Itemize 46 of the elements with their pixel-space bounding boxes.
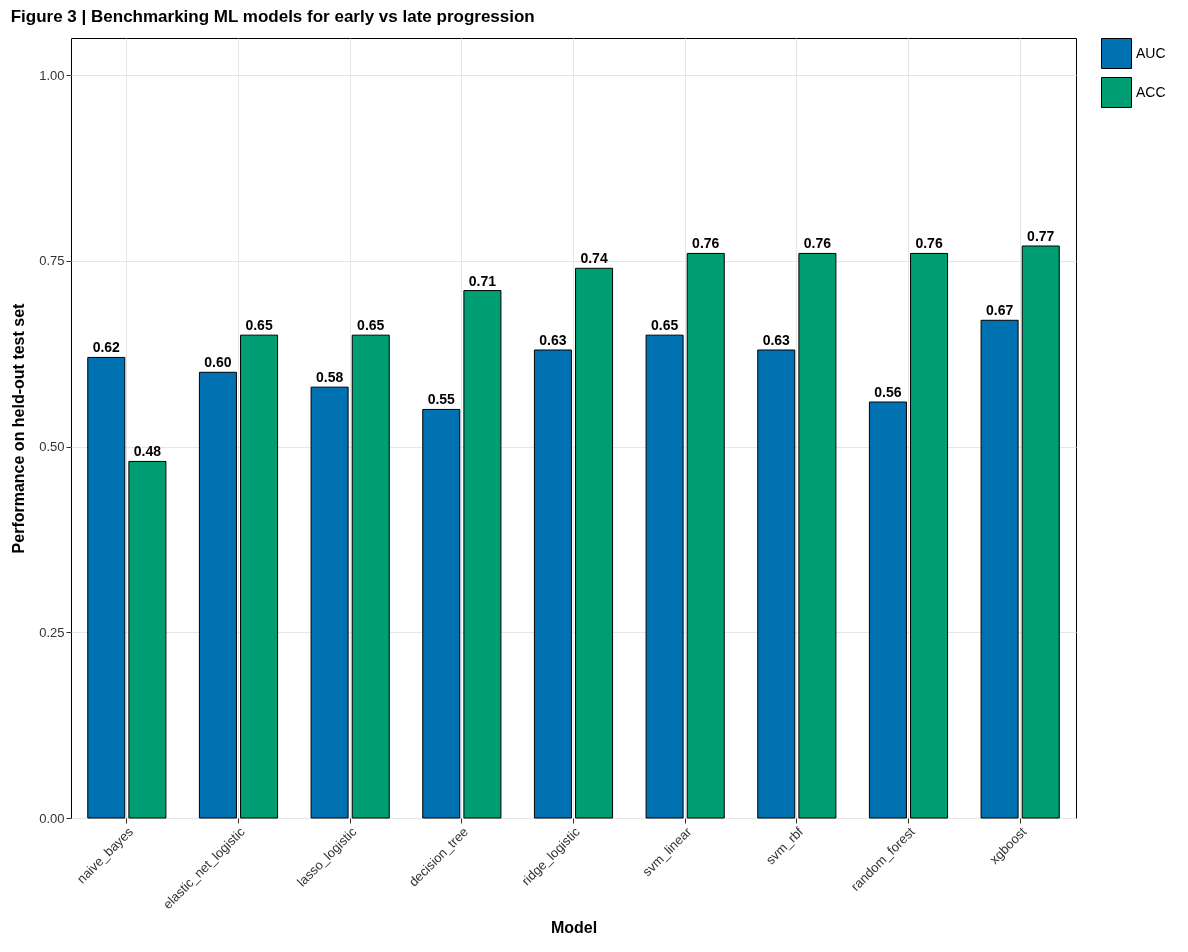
bar	[128, 460, 167, 819]
bar	[310, 386, 349, 819]
bar	[757, 349, 796, 819]
bar	[87, 356, 126, 819]
data-label: 0.56	[874, 384, 902, 400]
data-label: 0.62	[92, 339, 121, 356]
bar	[422, 408, 461, 819]
data-label: 0.65	[650, 317, 679, 334]
bar	[240, 334, 279, 819]
legend-label: ACC	[1136, 83, 1166, 100]
data-label: 0.67	[985, 302, 1014, 319]
bar	[198, 371, 237, 819]
y-tick-label: 0.50	[39, 439, 65, 455]
bar	[645, 334, 684, 819]
y-tick-label: 1.00	[39, 67, 65, 83]
y-tick-label: 0.75	[39, 253, 65, 269]
bar	[463, 290, 502, 819]
data-label: 0.55	[427, 391, 456, 408]
bar	[686, 252, 725, 819]
legend-label: AUC	[1136, 44, 1166, 61]
bar	[351, 334, 390, 819]
bar	[575, 267, 614, 819]
bar	[980, 319, 1019, 819]
y-tick-label: 0.00	[39, 810, 65, 826]
data-label: 0.58	[315, 369, 344, 386]
data-label: 0.65	[357, 317, 385, 334]
data-label: 0.77	[1027, 228, 1055, 244]
data-label: 0.60	[204, 354, 232, 371]
y-axis-title: Performance on held-out test set	[10, 302, 28, 554]
data-label: 0.76	[692, 235, 720, 252]
data-label: 0.76	[803, 235, 832, 252]
bar	[868, 401, 907, 819]
y-tick-label: 0.25	[39, 624, 65, 640]
x-axis-title: Model	[550, 918, 598, 936]
bar	[533, 349, 572, 819]
data-label: 0.76	[915, 235, 943, 252]
bar	[910, 252, 949, 819]
data-label: 0.65	[245, 317, 273, 334]
data-label: 0.74	[580, 250, 608, 267]
bar	[798, 252, 837, 819]
data-label: 0.48	[133, 443, 162, 460]
data-label: 0.63	[762, 332, 791, 348]
data-label: 0.71	[468, 272, 497, 289]
bar	[1021, 245, 1060, 819]
chart-title: Figure 3 | Benchmarking ML models for early vs late progression	[10, 7, 535, 26]
data-label: 0.63	[539, 332, 567, 348]
